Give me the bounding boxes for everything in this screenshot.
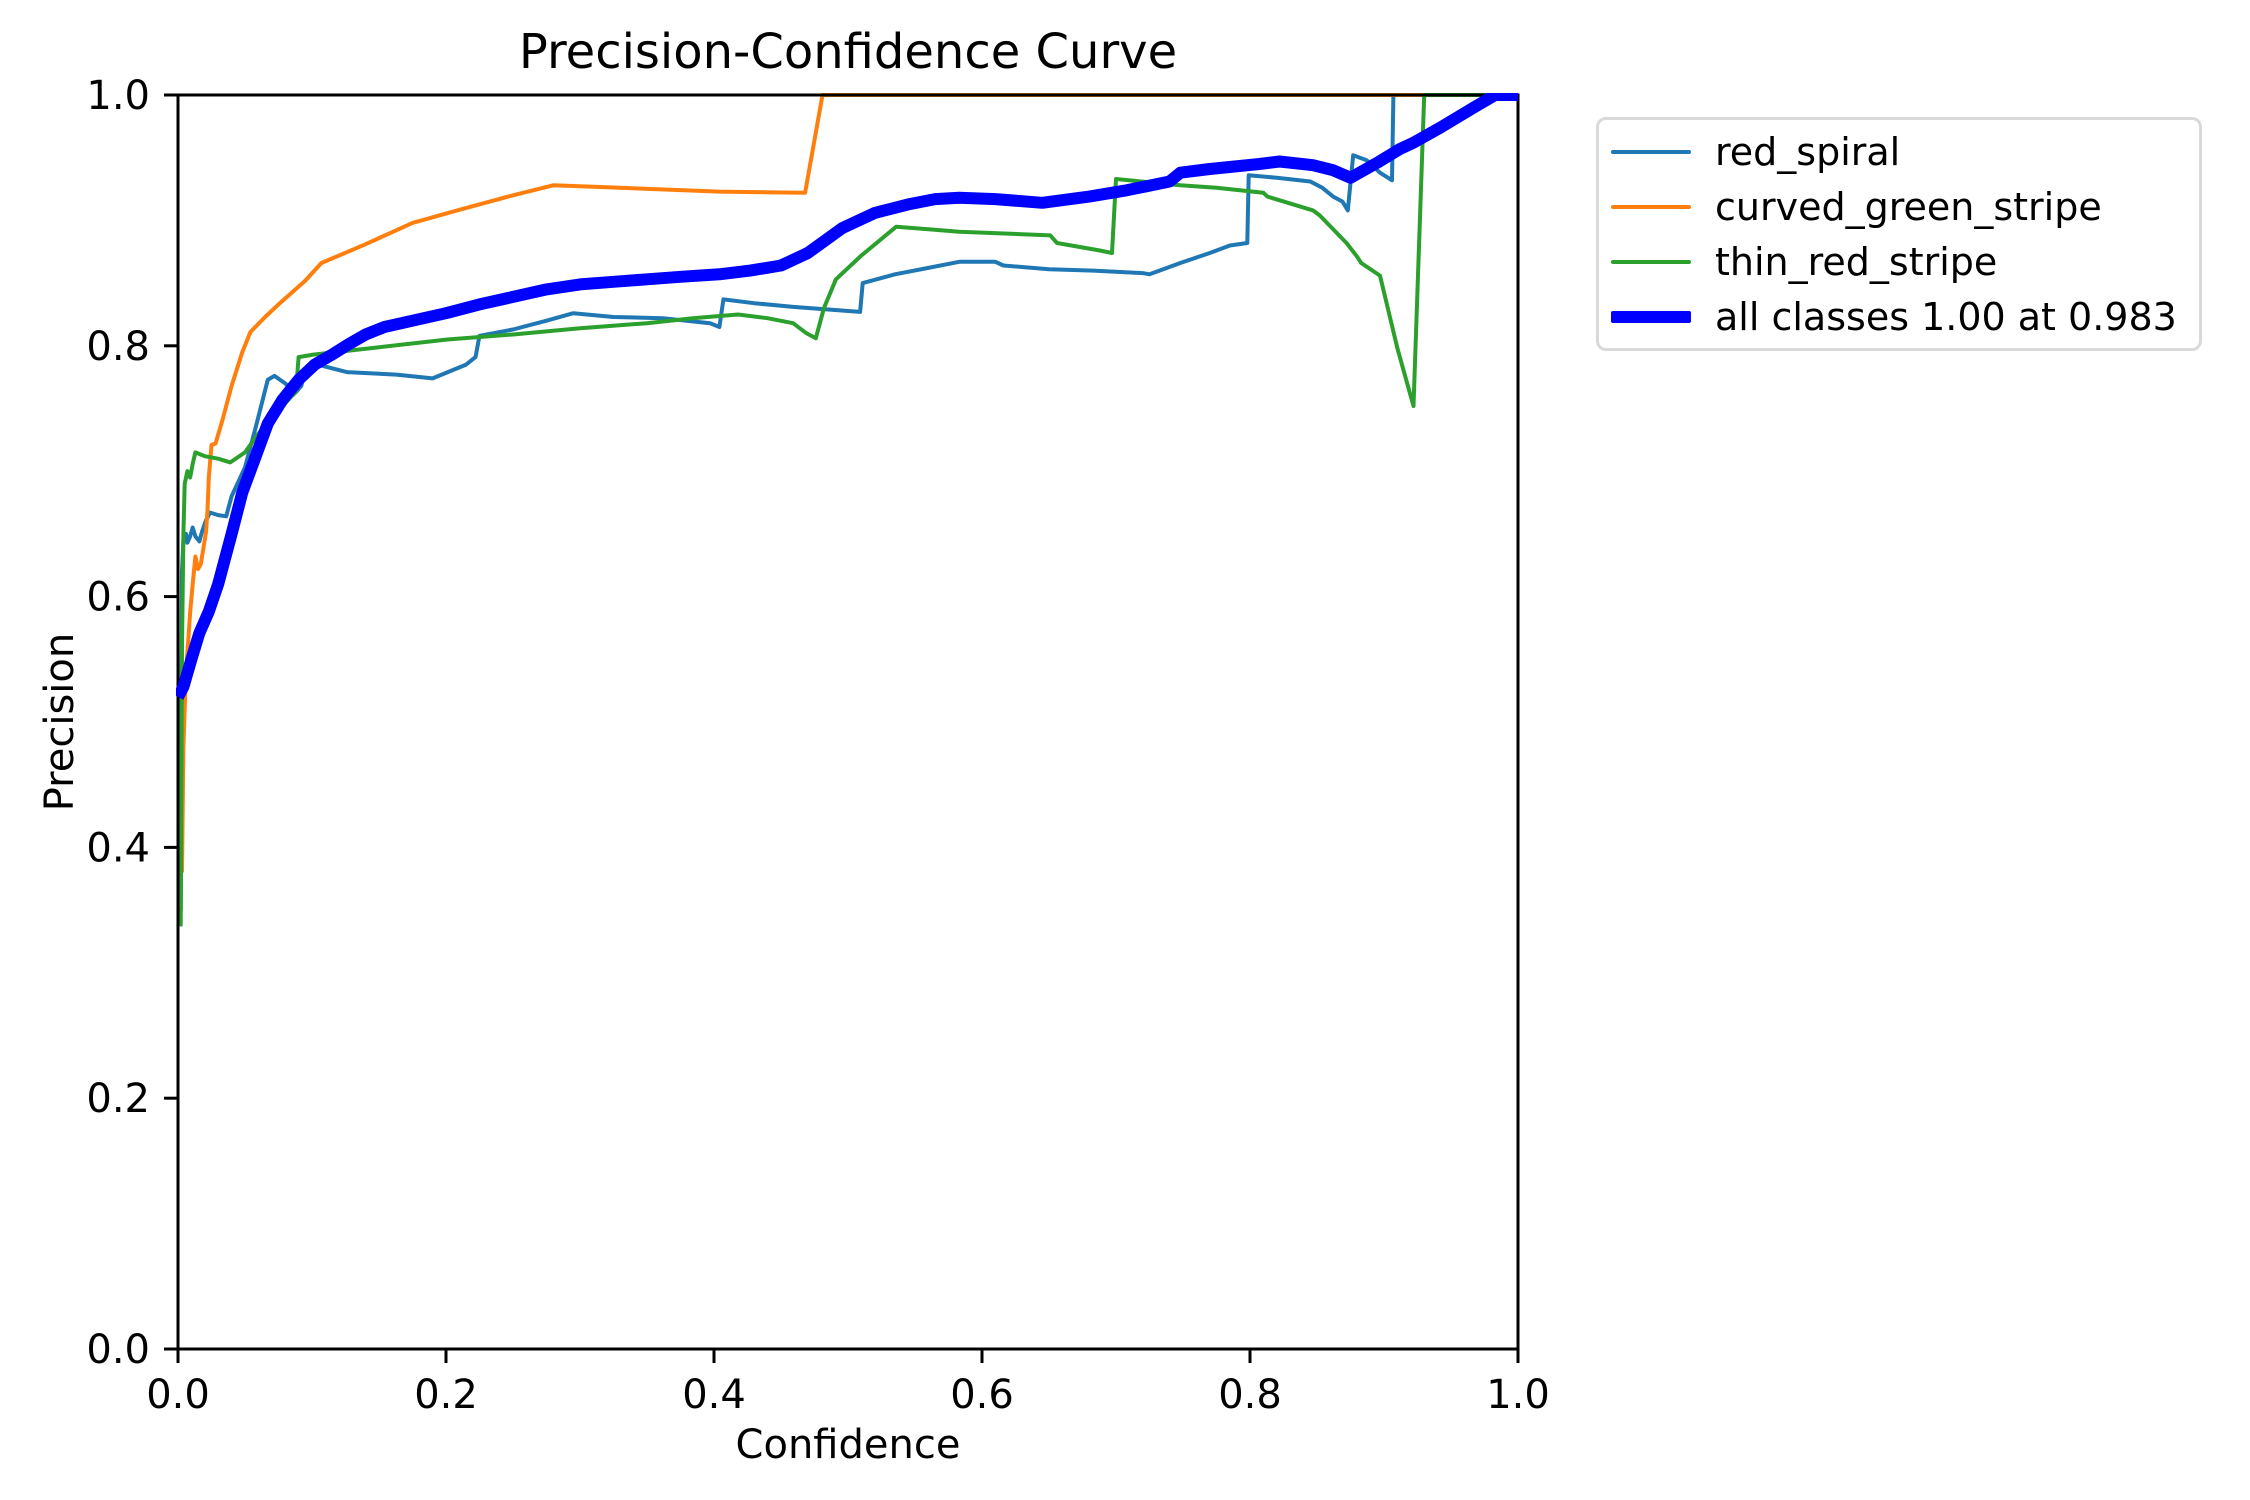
y-tick-label: 0.2 <box>86 1076 150 1122</box>
x-tick-label: 0.0 <box>146 1372 210 1418</box>
legend-line-sample <box>1611 149 1691 154</box>
chart-title: Precision-Confidence Curve <box>518 24 1178 80</box>
axes: 0.0 0.2 0.4 0.6 0.8 1.0 0.0 0.2 0.4 0.6 0.8 1.0 <box>86 73 1549 1418</box>
y-tick-label: 0.4 <box>86 825 150 871</box>
legend: red_spiral curved_green_stripe thin_red_… <box>1596 117 2202 351</box>
curve-red_spiral <box>178 93 1518 911</box>
x-axis-label: Confidence <box>735 1422 961 1468</box>
curves-top-layer <box>176 93 1518 700</box>
x-tick-label: 0.8 <box>1218 1372 1282 1418</box>
x-tick-label: 0.6 <box>950 1372 1014 1418</box>
curve-thin_red_stripe <box>178 93 1518 927</box>
legend-label: thin_red_stripe <box>1715 239 1998 284</box>
legend-line-sample <box>1611 204 1691 209</box>
x-tick-label: 0.4 <box>682 1372 746 1418</box>
legend-row: thin_red_stripe <box>1611 234 2177 289</box>
y-tick-label: 0.8 <box>86 324 150 370</box>
legend-row: red_spiral <box>1611 124 2177 179</box>
legend-label: red_spiral <box>1715 129 1901 174</box>
y-tick-label: 0.6 <box>86 575 150 621</box>
legend-label: all classes 1.00 at 0.983 <box>1715 294 2177 339</box>
y-axis-label-text: Precision <box>37 632 83 812</box>
legend-line-sample <box>1611 259 1691 264</box>
y-tick-label: 1.0 <box>86 73 150 119</box>
curves-layer <box>178 93 1518 927</box>
x-tick-label: 1.0 <box>1486 1372 1550 1418</box>
y-tick-label: 0.0 <box>86 1327 150 1373</box>
legend-row: all classes 1.00 at 0.983 <box>1611 289 2177 344</box>
legend-row: curved_green_stripe <box>1611 179 2177 234</box>
x-tick-label: 0.2 <box>414 1372 478 1418</box>
curve-all-classes <box>176 93 1518 700</box>
curve-curved_green_stripe <box>180 93 1518 873</box>
plot-border <box>176 93 1520 1351</box>
legend-line-sample <box>1611 310 1691 323</box>
legend-label: curved_green_stripe <box>1715 184 2102 229</box>
